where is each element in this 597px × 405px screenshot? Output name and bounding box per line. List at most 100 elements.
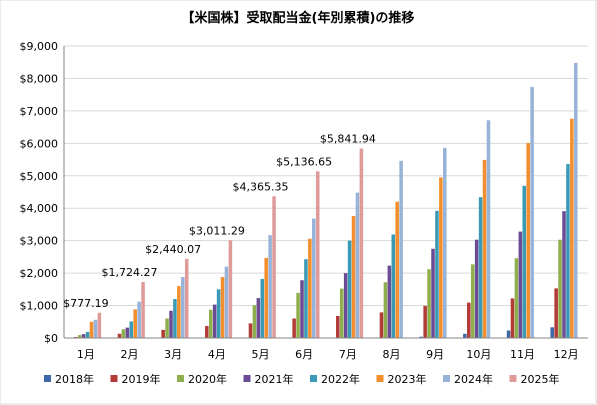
legend-label: 2022年 — [321, 372, 360, 386]
bar-2019年 — [510, 298, 515, 338]
bar-2019年 — [554, 288, 558, 338]
bar-2024年 — [137, 301, 141, 338]
bar-2022年 — [347, 240, 352, 338]
x-tick-label: 3月 — [164, 348, 182, 361]
chart-title: 【米国株】受取配当金(年別累積)の推移 — [182, 10, 415, 26]
legend-swatch — [110, 375, 118, 382]
bar-2020年 — [514, 258, 519, 338]
y-tick-label: $6,000 — [20, 137, 59, 150]
axes: $0 $1,000 $2,000 $3,000 $4,000 $5,000 $6,000 $7… — [20, 40, 588, 361]
bar-2024年 — [486, 120, 491, 338]
bar-2019年 — [423, 305, 427, 338]
bar-2023年 — [482, 159, 487, 338]
bar-2024年 — [181, 277, 185, 338]
legend-label: 2023年 — [388, 372, 427, 386]
bar-2021年 — [387, 265, 392, 338]
bar-2023年 — [308, 238, 312, 338]
bar-2019年 — [117, 333, 122, 338]
y-tick-label: $7,000 — [20, 105, 59, 118]
y-tick-label: $2,000 — [20, 267, 59, 280]
data-label: $5,136.65 — [276, 155, 332, 168]
legend: 2018年 2019年 2020年 2021年 2022年 2023年 2024年 2025年 — [44, 372, 560, 386]
legend-label: 2024年 — [454, 372, 493, 386]
bar-2025年 — [228, 240, 233, 338]
bar-2022年 — [173, 299, 177, 338]
bar-2020年 — [208, 309, 213, 338]
bar-2021年 — [518, 231, 523, 338]
bar-2023年 — [264, 257, 268, 338]
legend-swatch — [310, 375, 317, 382]
bar-2020年 — [427, 269, 431, 338]
bar-2020年 — [470, 264, 475, 338]
bar-2023年 — [395, 201, 399, 338]
data-label: $3,011.29 — [189, 224, 245, 237]
x-tick-label: 10月 — [466, 348, 491, 361]
bar-2021年 — [169, 310, 173, 338]
legend-label: 2020年 — [188, 372, 227, 386]
legend-swatch — [177, 375, 184, 382]
y-tick-label: $1,000 — [20, 300, 59, 313]
bar-2024年 — [355, 192, 360, 338]
data-labels: $777.19 $1,724.27 $2,440.07 $3,011.29 $4,365… — [63, 132, 376, 309]
bar-2024年 — [224, 266, 229, 338]
bar-2021年 — [256, 298, 261, 338]
bar-2018年 — [550, 327, 554, 338]
bar-2018年 — [419, 336, 423, 338]
bar-2021年 — [212, 304, 217, 338]
bar-2025年 — [272, 196, 276, 338]
bar-2020年 — [77, 335, 82, 338]
bar-2020年 — [383, 282, 388, 338]
bar-2024年 — [574, 62, 578, 339]
bar-2022年 — [391, 234, 396, 338]
bar-2019年 — [205, 326, 209, 338]
gridlines — [64, 45, 588, 339]
bar-2023年 — [439, 177, 443, 338]
data-label: $2,440.07 — [145, 243, 201, 256]
bar-2022年 — [522, 185, 527, 338]
x-tick-label: 1月 — [77, 348, 95, 361]
bar-2023年 — [220, 277, 225, 338]
bar-2024年 — [312, 218, 316, 338]
bar-2024年 — [399, 160, 403, 338]
bar-2020年 — [558, 239, 562, 338]
x-tick-label: 6月 — [295, 348, 313, 361]
legend-swatch — [443, 375, 450, 382]
bar-2018年 — [506, 330, 511, 338]
y-tick-label: $5,000 — [20, 170, 59, 183]
bar-2023年 — [133, 309, 137, 338]
x-tick-label: 4月 — [208, 348, 226, 361]
bar-2021年 — [300, 280, 304, 338]
x-tick-label: 8月 — [383, 348, 401, 361]
bar-2025年 — [141, 282, 145, 338]
legend-label: 2018年 — [55, 372, 94, 386]
bar-2021年 — [81, 334, 86, 338]
x-tick-label: 12月 — [554, 348, 579, 361]
bar-2023年 — [570, 118, 574, 339]
bar-2022年 — [260, 278, 265, 338]
bar-2023年 — [526, 143, 530, 338]
bars — [74, 62, 578, 339]
data-label: $5,841.94 — [320, 132, 376, 145]
legend-swatch — [509, 375, 517, 382]
bar-2025年 — [315, 171, 320, 338]
x-tick-label: 5月 — [252, 348, 270, 361]
legend-label: 2019年 — [122, 372, 161, 386]
bar-2022年 — [216, 289, 221, 338]
legend-label: 2025年 — [521, 372, 560, 386]
bar-2023年 — [89, 321, 94, 338]
bar-2022年 — [129, 321, 134, 338]
x-tick-label: 2月 — [121, 348, 139, 361]
bar-2023年 — [177, 286, 181, 338]
y-tick-label: $9,000 — [20, 40, 59, 53]
bar-2025年 — [359, 148, 364, 338]
y-tick-label: $8,000 — [20, 72, 59, 85]
bar-2022年 — [566, 164, 570, 338]
bar-2022年 — [304, 259, 308, 338]
bar-2019年 — [248, 323, 253, 338]
bar-2024年 — [268, 235, 272, 338]
bar-2021年 — [343, 273, 348, 338]
legend-swatch — [376, 375, 384, 382]
